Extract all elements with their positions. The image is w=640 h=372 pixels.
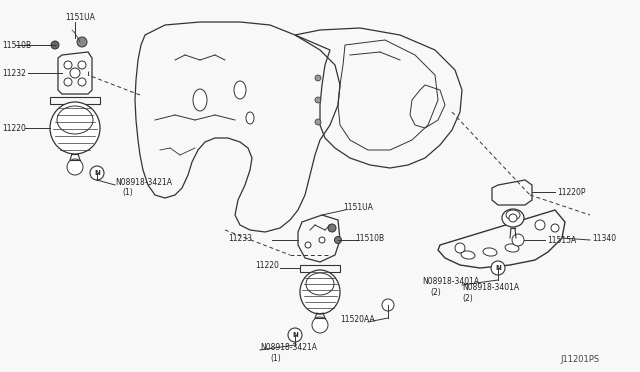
Circle shape [70, 162, 80, 172]
Ellipse shape [193, 89, 207, 111]
Text: N: N [495, 265, 501, 271]
Text: 11340: 11340 [592, 234, 616, 243]
Circle shape [315, 97, 321, 103]
Circle shape [64, 61, 72, 69]
Circle shape [382, 299, 394, 311]
Circle shape [51, 41, 59, 49]
Text: (1): (1) [270, 353, 281, 362]
Ellipse shape [50, 102, 100, 154]
Ellipse shape [461, 251, 475, 259]
Ellipse shape [506, 210, 520, 220]
Text: 11233: 11233 [228, 234, 252, 243]
Ellipse shape [234, 81, 246, 99]
Ellipse shape [306, 273, 334, 295]
Text: 11520AA: 11520AA [340, 315, 375, 324]
Text: 11220: 11220 [2, 124, 26, 132]
Circle shape [315, 75, 321, 81]
Text: (2): (2) [430, 288, 441, 296]
Text: (2): (2) [462, 294, 473, 302]
Ellipse shape [246, 112, 254, 124]
Ellipse shape [505, 244, 519, 252]
Circle shape [288, 328, 302, 342]
Circle shape [455, 243, 465, 253]
Circle shape [78, 78, 86, 86]
Text: 1151UA: 1151UA [343, 202, 373, 212]
Circle shape [319, 237, 325, 243]
Circle shape [509, 214, 517, 222]
Text: N08918-3401A: N08918-3401A [422, 278, 479, 286]
Text: 1151UA: 1151UA [65, 13, 95, 22]
Text: N: N [292, 332, 298, 338]
Circle shape [335, 237, 342, 244]
Text: 11510B: 11510B [2, 41, 31, 49]
Circle shape [514, 236, 522, 244]
Text: 11510B: 11510B [355, 234, 384, 243]
Circle shape [67, 159, 83, 175]
Circle shape [551, 224, 559, 232]
Circle shape [491, 261, 505, 275]
Circle shape [512, 234, 524, 246]
Text: N: N [94, 170, 100, 176]
Circle shape [64, 78, 72, 86]
Ellipse shape [483, 248, 497, 256]
Text: N08918-3401A: N08918-3401A [462, 283, 519, 292]
Ellipse shape [300, 270, 340, 314]
Text: 11220: 11220 [255, 260, 279, 269]
Text: N08918-3421A: N08918-3421A [260, 343, 317, 353]
Circle shape [315, 320, 325, 330]
Circle shape [78, 61, 86, 69]
Ellipse shape [57, 106, 93, 134]
Circle shape [90, 166, 104, 180]
Circle shape [384, 301, 392, 309]
Text: J11201PS: J11201PS [560, 356, 599, 365]
Text: 11515A: 11515A [547, 235, 576, 244]
Circle shape [77, 37, 87, 47]
Text: (1): (1) [122, 187, 132, 196]
Text: 11220P: 11220P [557, 187, 586, 196]
Text: 11232: 11232 [2, 68, 26, 77]
Circle shape [315, 119, 321, 125]
Ellipse shape [502, 209, 524, 227]
Circle shape [535, 220, 545, 230]
Text: N08918-3421A: N08918-3421A [115, 177, 172, 186]
Circle shape [328, 224, 336, 232]
Circle shape [312, 317, 328, 333]
Circle shape [305, 242, 311, 248]
Circle shape [70, 68, 80, 78]
